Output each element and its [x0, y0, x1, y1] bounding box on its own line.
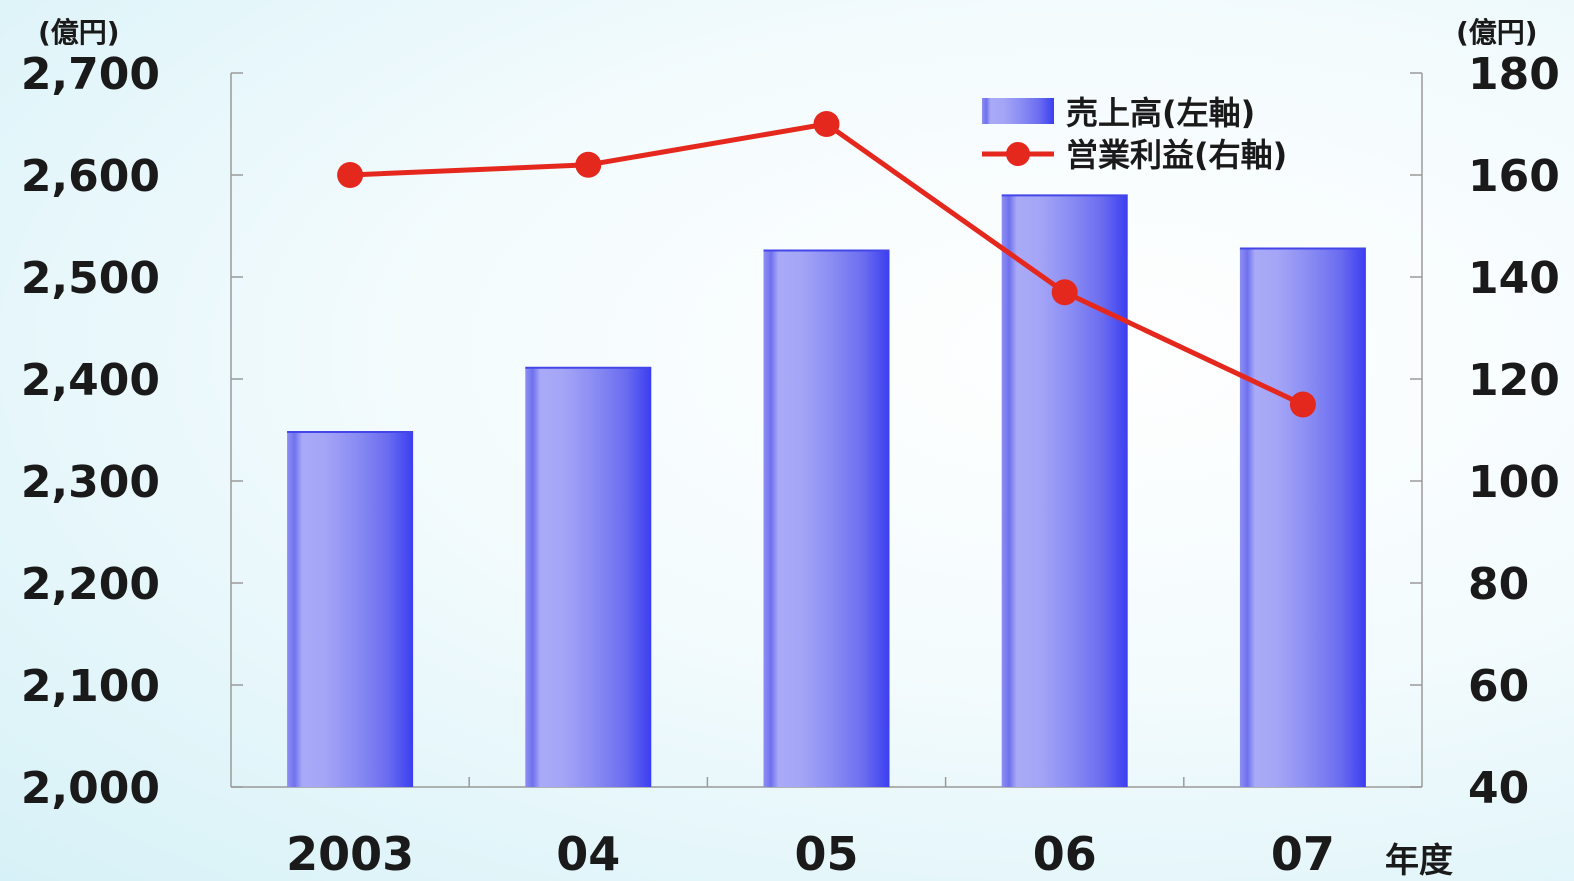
right-tick-label: 60: [1468, 661, 1529, 712]
legend-bar-label: 売上高(左軸): [1066, 94, 1255, 132]
axis-labels: 2,000 2,100 2,200 2,300 2,400 2,500 2,600 2,700…: [21, 16, 1560, 881]
right-axis-unit: (億円): [1456, 16, 1538, 49]
left-tick-label: 2,200: [21, 559, 160, 610]
left-axis-unit: (億円): [38, 16, 120, 49]
x-tick-label: 07: [1271, 827, 1335, 881]
x-tick-label: 06: [1033, 827, 1097, 881]
left-tick-label: 2,000: [21, 763, 160, 814]
legend-line-marker: [1006, 142, 1030, 166]
left-tick-label: 2,700: [21, 49, 160, 100]
point-05: [813, 111, 840, 137]
right-tick-label: 80: [1468, 559, 1529, 610]
bar-2003: [287, 432, 414, 787]
legend-line-label: 営業利益(右軸): [1066, 136, 1287, 174]
bar-04: [525, 367, 652, 787]
bar-07: [1239, 248, 1366, 787]
x-tick-label: 05: [794, 827, 858, 881]
x-tick-label: 04: [556, 827, 620, 881]
left-tick-label: 2,300: [21, 457, 160, 508]
right-tick-label: 160: [1468, 151, 1560, 202]
legend: 売上高(左軸) 営業利益(右軸): [982, 94, 1287, 174]
left-tick-label: 2,600: [21, 151, 160, 202]
point-04: [575, 151, 602, 178]
right-tick-label: 120: [1468, 355, 1560, 406]
point-07: [1289, 391, 1316, 418]
left-tick-label: 2,500: [21, 253, 160, 304]
point-06: [1051, 279, 1078, 306]
right-tick-label: 100: [1468, 457, 1560, 508]
right-tick-label: 40: [1468, 763, 1529, 814]
left-tick-label: 2,400: [21, 355, 160, 406]
legend-bar-swatch: [982, 98, 1054, 124]
bar-series: [287, 194, 1366, 788]
right-tick-label: 180: [1468, 49, 1560, 100]
line-series: [337, 111, 1316, 418]
bar-05: [763, 250, 890, 788]
point-2003: [337, 162, 364, 188]
x-tick-label: 2003: [286, 827, 414, 881]
x-axis-title: 年度: [1385, 841, 1453, 881]
right-tick-label: 140: [1468, 253, 1560, 304]
left-tick-label: 2,100: [21, 661, 160, 712]
